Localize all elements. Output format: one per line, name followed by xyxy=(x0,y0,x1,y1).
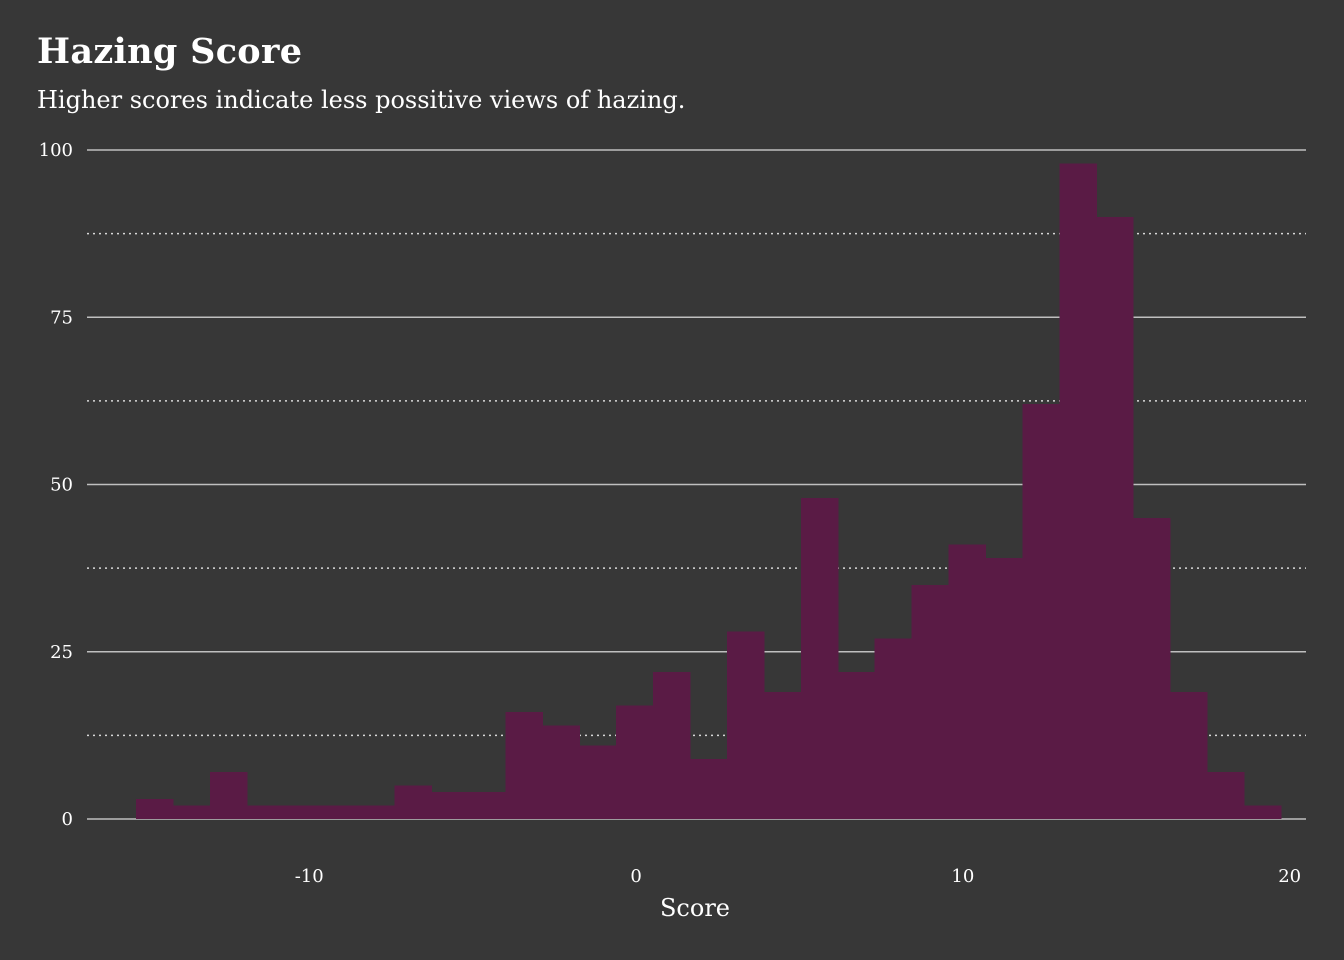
y-tick-label: 25 xyxy=(50,642,73,663)
histogram-bar xyxy=(209,772,248,819)
y-tick-label: 100 xyxy=(39,140,73,161)
histogram-bar xyxy=(136,798,174,819)
histogram-bar xyxy=(1133,517,1171,819)
x-tick-label: 0 xyxy=(630,866,641,887)
histogram-bar xyxy=(246,805,285,819)
histogram-bar xyxy=(689,758,728,819)
histogram-bar xyxy=(1059,163,1097,819)
histogram-bar xyxy=(357,805,396,819)
histogram-bar xyxy=(320,805,359,819)
histogram-bar xyxy=(172,805,211,819)
histogram-bar xyxy=(431,792,469,819)
histogram-bar xyxy=(948,544,986,819)
histogram-bar xyxy=(800,497,839,819)
histogram-bar xyxy=(763,691,802,819)
histogram-bar xyxy=(579,745,617,819)
histogram-bar xyxy=(985,558,1023,819)
x-tick-label: 10 xyxy=(951,866,974,887)
histogram-bars xyxy=(136,163,1282,819)
histogram-bar xyxy=(1243,805,1282,819)
histogram-bar xyxy=(468,792,506,819)
y-tick-label: 0 xyxy=(62,809,73,830)
histogram-bar xyxy=(1022,404,1060,819)
histogram-bar xyxy=(911,584,950,819)
axes: 0 25 50 75 100 -10 0 10 20 xyxy=(39,140,1301,887)
chart-subtitle: Higher scores indicate less possitive vi… xyxy=(37,86,686,114)
histogram-bar xyxy=(837,671,876,819)
histogram-bar xyxy=(1206,772,1245,819)
histogram-bar xyxy=(394,785,433,819)
histogram-bar xyxy=(283,805,322,819)
x-axis-title: Score xyxy=(660,894,730,922)
histogram-bar xyxy=(1170,691,1208,819)
x-tick-label: -10 xyxy=(295,866,324,887)
chart-title: Hazing Score xyxy=(37,31,303,72)
x-tick-label: 20 xyxy=(1278,866,1301,887)
histogram-bar xyxy=(542,725,580,819)
histogram-bar xyxy=(726,631,765,819)
histogram-bar xyxy=(653,671,691,819)
y-tick-label: 50 xyxy=(50,475,73,496)
histogram-bar xyxy=(616,705,654,819)
y-tick-label: 75 xyxy=(50,307,73,328)
histogram-bar xyxy=(505,711,543,819)
histogram-bar xyxy=(874,638,913,819)
histogram-bar xyxy=(1096,216,1134,819)
